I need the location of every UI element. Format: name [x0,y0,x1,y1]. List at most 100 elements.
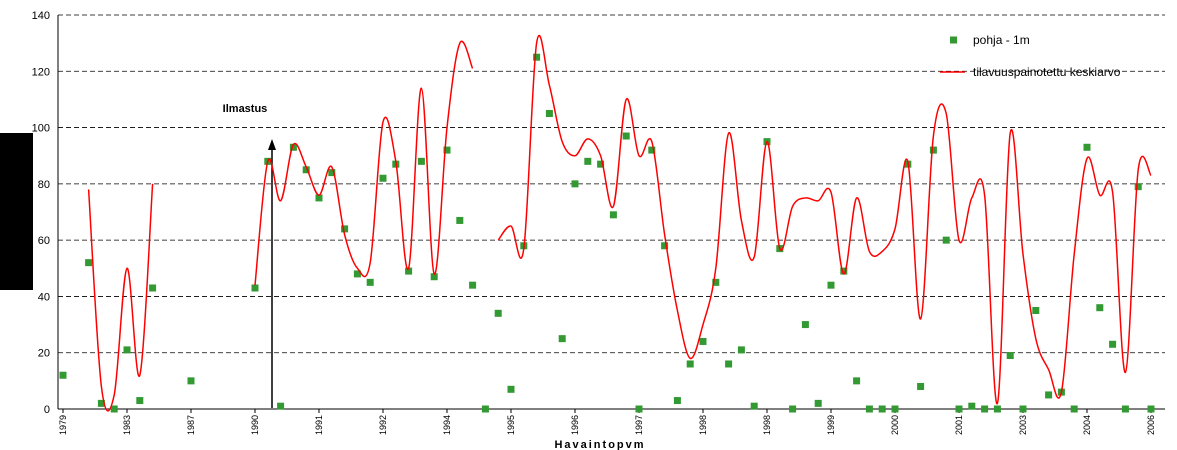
data-point [609,211,617,219]
data-point [635,405,643,413]
data-point [725,360,733,368]
data-point [891,405,899,413]
data-point [1006,352,1014,360]
data-point [302,166,310,174]
y-tick-label: 80 [38,179,50,191]
data-point [622,132,630,140]
data-point [942,236,950,244]
data-point [366,278,374,286]
x-tick-label: 1996 [570,415,580,435]
x-tick-label: 2006 [1146,415,1156,435]
data-point [456,216,464,224]
x-tick-label: 2001 [954,415,964,435]
data-point [865,405,873,413]
x-tick-label: 1979 [58,415,68,435]
data-point [149,284,157,292]
x-tick-label: 1992 [378,415,388,435]
data-point [379,174,387,182]
y-tick-label: 20 [38,348,50,360]
data-point [827,281,835,289]
y-tick-label: 0 [44,404,50,416]
data-point [981,405,989,413]
data-point [584,157,592,165]
data-point [545,110,553,117]
data-point [712,278,720,286]
black-box [0,133,33,290]
data-point [123,346,131,354]
data-point [1134,183,1142,191]
data-point [597,160,605,168]
data-line [87,34,1152,412]
data-point [315,194,323,202]
data-point [110,405,118,413]
data-point [840,267,848,275]
data-point [737,346,745,354]
x-axis-label: Havaintopvm [554,439,645,450]
data-point [277,402,285,410]
data-point [1121,405,1129,413]
data-point [648,146,656,154]
y-tick-label: 60 [38,235,50,247]
data-point [750,402,758,410]
data-point [801,321,809,329]
x-tick-label: 2000 [890,415,900,435]
x-tick-label: 2004 [1082,415,1092,435]
data-point [993,405,1001,413]
data-point [1147,405,1155,413]
data-point [686,360,694,368]
data-point [341,225,349,233]
data-point [353,270,361,278]
x-tick-label: 1983 [122,415,132,435]
data-point [328,169,336,177]
data-point [1019,405,1027,413]
data-point [571,180,579,188]
data-point [673,397,681,405]
data-point [59,371,67,379]
data-point [929,146,937,154]
data-point [1032,307,1040,314]
annotation: Ilmastus [223,103,268,115]
x-tick-label: 2003 [1018,415,1028,435]
y-tick-label: 100 [32,123,50,135]
arrow-head [268,139,276,150]
y-tick-label: 140 [32,10,50,22]
x-tick-label: 1998 [762,415,772,435]
data-point [507,385,515,393]
data-point [878,405,886,413]
data-point [481,405,489,413]
data-point [289,143,297,151]
data-point [1070,405,1078,413]
data-point [558,335,566,343]
data-point [853,377,861,385]
data-point [1096,304,1104,312]
data-point [251,284,259,292]
data-point [443,146,451,154]
x-tick-label: 1991 [314,415,324,435]
x-tick-label: 1997 [634,415,644,435]
data-point [955,405,963,413]
data-point [789,405,797,413]
data-point [1045,391,1053,399]
data-point [814,399,822,407]
y-tick-label: 120 [32,66,50,78]
x-tick-label: 1998 [698,415,708,435]
x-tick-label: 1990 [250,415,260,435]
data-point [968,402,976,410]
data-point [136,397,144,405]
data-point [699,337,707,345]
data-point [1109,340,1117,348]
legend-label: pohja - 1m [973,33,1030,47]
x-tick-label: 1994 [442,415,452,435]
data-point [917,382,925,390]
legend-marker [950,36,957,44]
data-point [97,399,105,407]
data-point [430,273,438,281]
legend-label: tilavuuspainotettu keskiarvo [973,65,1121,79]
y-tick-label: 40 [38,291,50,303]
data-point [494,309,502,317]
data-point [187,377,195,385]
data-point [1083,143,1091,151]
data-point [85,259,93,267]
data-point [533,53,541,61]
